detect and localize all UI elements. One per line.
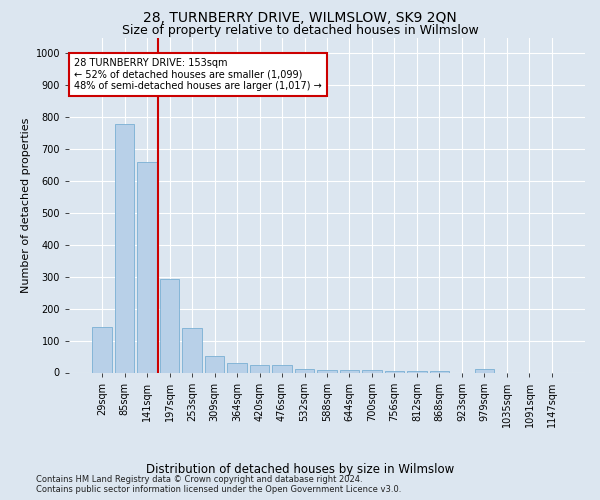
Text: 28, TURNBERRY DRIVE, WILMSLOW, SK9 2QN: 28, TURNBERRY DRIVE, WILMSLOW, SK9 2QN <box>143 11 457 25</box>
Y-axis label: Number of detached properties: Number of detached properties <box>22 118 31 292</box>
Bar <box>317 370 337 372</box>
Bar <box>182 328 202 372</box>
Bar <box>362 370 382 372</box>
Text: Contains public sector information licensed under the Open Government Licence v3: Contains public sector information licen… <box>36 485 401 494</box>
Bar <box>160 279 179 372</box>
Text: Size of property relative to detached houses in Wilmslow: Size of property relative to detached ho… <box>122 24 478 37</box>
Bar <box>137 162 157 372</box>
Bar <box>205 356 224 372</box>
Bar <box>272 366 292 372</box>
Text: 28 TURNBERRY DRIVE: 153sqm
← 52% of detached houses are smaller (1,099)
48% of s: 28 TURNBERRY DRIVE: 153sqm ← 52% of deta… <box>74 58 322 91</box>
Bar <box>250 366 269 372</box>
Bar <box>430 371 449 372</box>
Text: Contains HM Land Registry data © Crown copyright and database right 2024.: Contains HM Land Registry data © Crown c… <box>36 475 362 484</box>
Bar <box>92 327 112 372</box>
Bar <box>407 371 427 372</box>
Bar <box>227 363 247 372</box>
Bar <box>115 124 134 372</box>
Bar <box>385 371 404 372</box>
Bar <box>475 368 494 372</box>
Bar <box>340 370 359 372</box>
Text: Distribution of detached houses by size in Wilmslow: Distribution of detached houses by size … <box>146 462 454 475</box>
Bar <box>295 368 314 372</box>
